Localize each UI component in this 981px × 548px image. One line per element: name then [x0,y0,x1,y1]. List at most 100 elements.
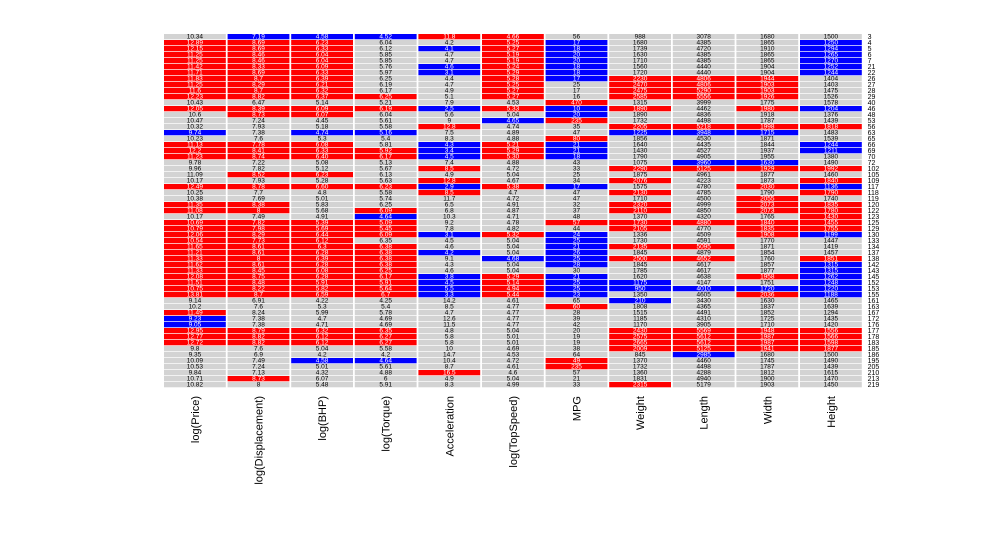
heatmap-cell [354,268,417,274]
heatmap-cell [291,82,353,88]
row-label: 27 [868,82,876,89]
cell-value-label: 8.82 [252,340,265,347]
heatmap-cell [800,340,862,346]
heatmap-cell [291,274,353,280]
heatmap-cell [482,136,544,142]
cell-value-label: 11.83 [187,76,203,83]
cell-value-label: 5.5 [445,286,454,293]
heatmap-cell [672,100,735,106]
heatmap-cell [354,214,417,220]
heatmap-cell [736,328,799,334]
cell-value-label: 1403 [824,82,839,89]
heatmap-cell [672,244,735,250]
cell-value-label: 4.69 [507,346,520,353]
cell-value-label: 4.65 [507,118,520,125]
heatmap-cell [227,268,290,274]
heatmap-cell [418,100,481,106]
heatmap-cell [545,172,608,178]
row-label: 4 [868,40,872,47]
heatmap-cell [291,370,353,376]
row-label: 195 [868,358,880,365]
heatmap-cell [164,88,226,94]
cell-value-label: 12.05 [187,106,204,113]
cell-value-label: 4530 [696,136,711,143]
row-label: 7 [868,58,872,65]
heatmap-cell [418,310,481,316]
cell-value-label: 2500 [633,256,648,263]
cell-value-label: 5125 [696,346,711,353]
cell-value-label: 1566 [824,334,839,341]
cell-value-label: 5.68 [316,208,329,215]
heatmap-cell [609,190,671,196]
heatmap-cell [227,40,290,46]
heatmap-cell [545,262,608,268]
cell-value-label: 6.27 [379,334,392,341]
heatmap-cell [672,112,735,118]
cell-value-label: 1725 [760,316,775,323]
cell-value-label: 4440 [696,64,711,71]
row-label: 56 [868,124,876,131]
cell-value-label: 6.25 [379,202,392,209]
cell-value-label: 6.91 [252,298,265,305]
heatmap-cell [164,328,226,334]
cell-value-label: 5.27 [507,94,520,101]
cell-value-label: 1865 [760,52,775,59]
heatmap-cell [800,82,862,88]
cell-value-label: 4.8 [445,328,454,335]
cell-value-label: 11.71 [187,70,203,77]
cell-value-label: 9.1 [445,256,454,263]
row-label: 177 [868,328,880,335]
heatmap-cell [227,178,290,184]
cell-value-label: 5.14 [507,280,520,287]
row-label: 29 [868,94,876,101]
heatmap-cell [609,130,671,136]
cell-value-label: 845 [635,352,646,359]
heatmap-cell [800,94,862,100]
heatmap-cell [227,142,290,148]
cell-value-label: 5290 [696,88,711,95]
cell-value-label: 6.32 [316,328,329,335]
cell-value-label: 4.69 [379,322,392,329]
heatmap-cell [291,112,353,118]
heatmap-cell [418,142,481,148]
cell-value-label: 10.53 [187,364,204,371]
heatmap-cell [354,304,417,310]
cell-value-label: 4.88 [507,136,520,143]
heatmap-cell [800,256,862,262]
heatmap-cell [482,46,544,52]
heatmap-cell [609,364,671,370]
cell-value-label: 4.25 [379,298,392,305]
cell-value-label: 5125 [696,166,711,173]
heatmap-cell [482,100,544,106]
cell-value-label: 11.23 [187,154,203,161]
heatmap-cell [672,280,735,286]
heatmap-cell [609,268,671,274]
cell-value-label: 10.32 [187,124,204,131]
heatmap-cell [672,94,735,100]
cell-value-label: 1620 [633,274,648,281]
heatmap-cell [800,280,862,286]
cell-value-label: 1710 [633,196,648,203]
cell-value-label: 4.77 [507,316,520,323]
cell-value-label: 1877 [760,268,775,275]
heatmap-cell [227,76,290,82]
heatmap-cell [291,280,353,286]
heatmap-cell [736,286,799,292]
cell-value-label: 1780 [824,208,839,215]
heatmap-cell [354,46,417,52]
heatmap-cell [354,112,417,118]
cell-value-label: 2470 [633,82,648,89]
cell-value-label: 6.17 [379,88,392,95]
heatmap-cell [800,268,862,274]
cell-value-label: 6.25 [379,76,392,83]
cell-value-label: 11.7 [443,196,456,203]
cell-value-label: 5556 [696,94,711,101]
heatmap-cell [291,178,353,184]
heatmap-cell [545,220,608,226]
cell-value-label: 8.75 [252,274,265,281]
heatmap-cell [227,316,290,322]
heatmap-cell [164,346,226,352]
heatmap-cell [291,286,353,292]
heatmap-cell [609,76,671,82]
heatmap-cell [227,328,290,334]
